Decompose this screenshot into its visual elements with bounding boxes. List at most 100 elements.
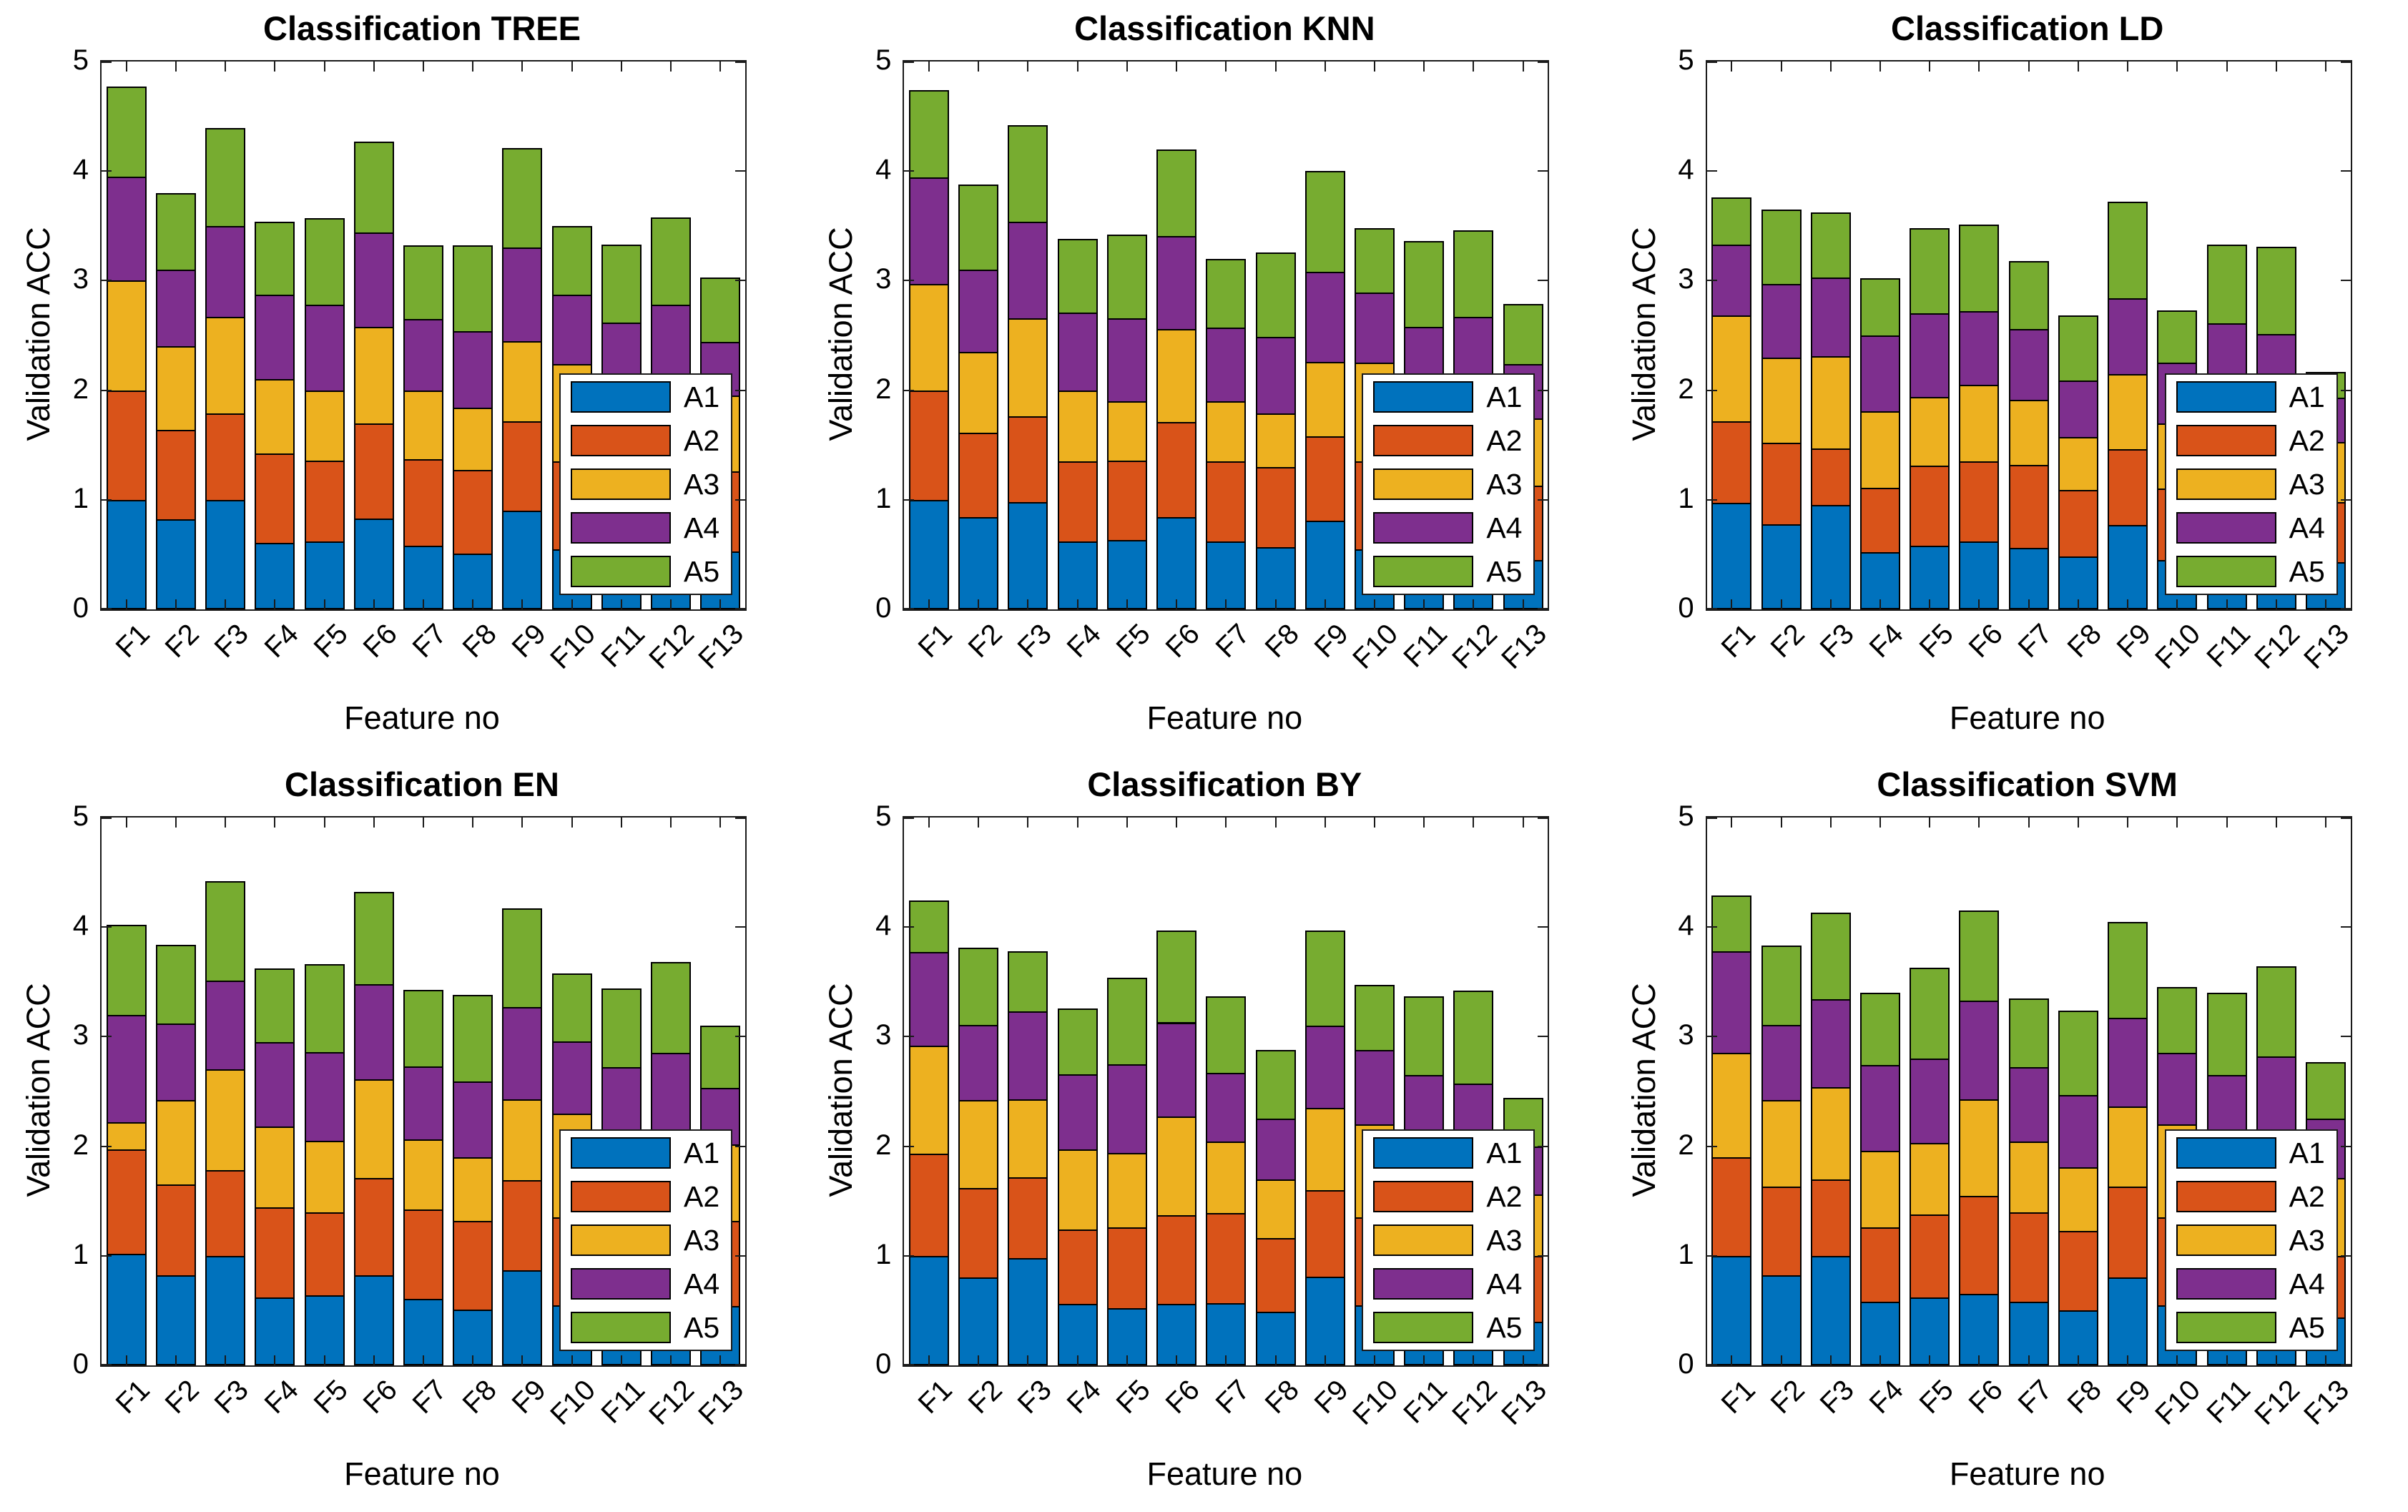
x-tick-top <box>225 818 227 828</box>
bar-segment-a4-f5 <box>304 305 345 392</box>
x-tick-top <box>323 818 325 828</box>
x-tick-top <box>1780 818 1782 828</box>
x-tick-label: F8 <box>2061 618 2108 664</box>
plot-area: A1 A2 A3 A4 A5 <box>100 816 747 1367</box>
bar-segment-a5-f2 <box>155 192 196 272</box>
x-tick-top <box>423 62 424 72</box>
y-tick-right <box>735 818 745 819</box>
bar-segment-a4-f5 <box>1910 1059 1950 1145</box>
bar-segment-a3-f5 <box>304 1140 345 1214</box>
x-tick-bottom <box>175 599 177 609</box>
x-tick-label: F8 <box>456 1374 503 1420</box>
bar-segment-a5-f1 <box>1711 895 1752 953</box>
bar-segment-a3-f8 <box>2058 437 2098 492</box>
legend-item-a5: A5 <box>2166 1306 2336 1350</box>
bar-segment-a3-f2 <box>958 352 999 435</box>
y-tick-label: 3 <box>875 1019 892 1051</box>
bar-segment-a4-f1 <box>908 177 949 285</box>
bar-segment-a2-f4 <box>1057 461 1098 544</box>
x-tick-top <box>571 818 573 828</box>
x-tick-label: F3 <box>1814 618 1860 664</box>
bar-segment-a1-f1 <box>1711 503 1752 609</box>
x-tick-bottom <box>670 1355 672 1365</box>
bar-segment-a3-f6 <box>353 326 394 425</box>
x-tick-top <box>2226 818 2228 828</box>
legend-item-a3: A3 <box>1363 462 1533 506</box>
bar-segment-a5-f11 <box>601 988 642 1069</box>
y-tick-right <box>1538 1145 1548 1147</box>
legend-item-a1: A1 <box>1363 375 1533 418</box>
y-tick-label: 1 <box>875 482 892 514</box>
bar-segment-a3-f6 <box>1156 328 1197 424</box>
bar-segment-a1-f1 <box>908 499 949 609</box>
chart-title: Classification KNN <box>1074 9 1375 47</box>
x-tick-bottom <box>1374 599 1376 609</box>
y-tick-right <box>735 608 745 609</box>
chart-title: Classification TREE <box>263 9 581 47</box>
y-tick-left <box>904 1255 915 1257</box>
x-tick-top <box>274 62 276 72</box>
y-tick-label: 2 <box>875 373 892 405</box>
y-tick-label: 3 <box>1678 263 1694 295</box>
bar-segment-a4-f2 <box>958 270 999 353</box>
bar-segment-a2-f5 <box>1106 460 1147 542</box>
x-tick-bottom <box>620 1355 622 1365</box>
y-tick-label: 5 <box>72 44 89 76</box>
x-tick-top <box>1473 62 1475 72</box>
x-tick-label: F3 <box>209 618 255 664</box>
x-tick-bottom <box>2176 1355 2178 1365</box>
bar-segment-a3-f3 <box>205 1069 246 1172</box>
bar-segment-a2-f6 <box>353 1178 394 1277</box>
subplot-classification-tree: Classification TREE Validation ACC A1 A2 A… <box>0 0 802 756</box>
x-tick-bottom <box>1076 1355 1078 1365</box>
x-tick-label: F4 <box>1863 1374 1910 1420</box>
x-axis-label: Feature no <box>344 699 500 736</box>
bar-segment-a2-f9 <box>502 1180 543 1272</box>
x-tick-top <box>1879 818 1881 828</box>
bar-segment-a1-f4 <box>1057 541 1098 609</box>
x-tick-bottom <box>2127 1355 2129 1365</box>
y-tick-left <box>904 170 915 172</box>
y-tick-left <box>904 1036 915 1038</box>
bar-segment-a4-f4 <box>1057 312 1098 392</box>
bar-segment-a2-f1 <box>1711 421 1752 505</box>
bar-segment-a5-f9 <box>2108 921 2148 1020</box>
x-tick-top <box>2275 818 2277 828</box>
legend-item-a1: A1 <box>561 375 731 418</box>
x-tick-label: F13 <box>692 618 750 675</box>
plot-area: A1 A2 A3 A4 A5 <box>1705 816 2352 1367</box>
bar-segment-a2-f7 <box>1206 461 1247 544</box>
y-tick-right <box>1538 62 1548 63</box>
x-tick-label: F2 <box>1764 1374 1811 1420</box>
legend-label: A4 <box>684 511 720 545</box>
x-tick-label: F4 <box>1061 1374 1107 1420</box>
plot-area: A1 A2 A3 A4 A5 <box>903 816 1550 1367</box>
bar-segment-a4-f9 <box>1304 272 1345 363</box>
bar-segment-a3-f9 <box>502 1099 543 1182</box>
legend-swatch-a3 <box>571 468 671 500</box>
bar-segment-a5-f7 <box>403 989 443 1068</box>
bar-segment-a1-f3 <box>1810 1255 1851 1365</box>
y-tick-right <box>2340 818 2351 819</box>
y-tick-left <box>1706 608 1717 609</box>
bar-segment-a1-f3 <box>205 499 246 609</box>
bar-segment-a2-f5 <box>1910 466 1950 548</box>
bar-segment-a5-f1 <box>106 925 147 1016</box>
x-axis-label: Feature no <box>344 1455 500 1492</box>
x-tick-top <box>2127 818 2129 828</box>
y-tick-right <box>2340 1036 2351 1038</box>
legend-item-a5: A5 <box>1363 550 1533 594</box>
bar-segment-a5-f5 <box>1106 977 1147 1066</box>
x-tick-label: F13 <box>2298 618 2356 675</box>
legend-swatch-a3 <box>1373 1224 1474 1256</box>
x-tick-label: F7 <box>2012 618 2058 664</box>
y-tick-label: 4 <box>72 910 89 942</box>
bar-segment-a5-f5 <box>1910 967 1950 1061</box>
x-tick-bottom <box>1731 1355 1733 1365</box>
x-tick-bottom <box>1522 599 1524 609</box>
legend-label: A5 <box>684 555 720 589</box>
bar-segment-a4-f3 <box>205 981 246 1071</box>
bar-segment-a3-f4 <box>255 1126 295 1209</box>
bar-segment-a5-f13 <box>1503 303 1543 365</box>
bar-segment-a3-f5 <box>1910 1143 1950 1216</box>
